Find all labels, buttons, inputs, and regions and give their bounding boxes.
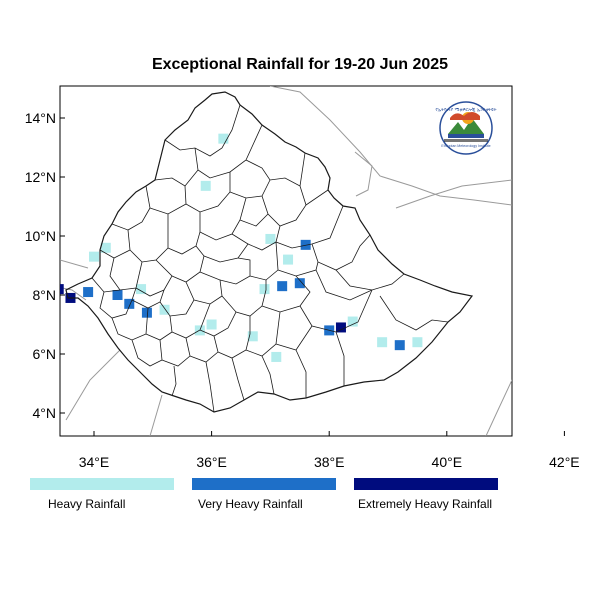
- ethiopia-border: [65, 91, 474, 413]
- lat-tick-label: 10°N: [25, 228, 56, 244]
- lat-tick-label: 14°N: [25, 110, 56, 126]
- legend-swatch-heavy: [30, 478, 174, 490]
- lat-tick-label: 8°N: [33, 287, 57, 303]
- lon-tick-label: 40°E: [432, 454, 463, 470]
- rainfall-cell-very: [277, 281, 288, 292]
- neighbor-borders: [60, 86, 512, 436]
- map-title: Exceptional Rainfall for 19-20 Jun 2025: [151, 56, 449, 73]
- rainfall-cell-very: [141, 307, 152, 318]
- legend-label-extremely-heavy: Extremely Heavy Rainfall: [358, 497, 493, 511]
- rainfall-cell-very: [300, 239, 311, 250]
- lon-tick-label: 34°E: [79, 454, 110, 470]
- lat-tick-label: 4°N: [33, 405, 57, 421]
- legend-label-very-heavy: Very Heavy Rainfall: [198, 497, 303, 511]
- rainfall-cell-heavy: [247, 331, 258, 342]
- rainfall-cell-heavy: [218, 133, 229, 144]
- rainfall-cell-heavy: [265, 233, 276, 244]
- legend-swatch-very-heavy: [192, 478, 336, 490]
- rainfall-cell-heavy: [412, 337, 423, 348]
- lon-tick-label: 38°E: [314, 454, 345, 470]
- rainfall-cell-heavy: [377, 337, 388, 348]
- rainfall-cell-extreme: [60, 284, 64, 295]
- rainfall-cell-heavy: [283, 254, 294, 265]
- logo-text-bottom: Ethiopian Meteorology Institute: [441, 144, 490, 148]
- rainfall-cell-very: [394, 340, 405, 351]
- rainfall-cell-heavy: [347, 316, 358, 327]
- rainfall-layer: [60, 133, 423, 362]
- rainfall-cell-heavy: [259, 284, 270, 295]
- rainfall-cell-heavy: [206, 319, 217, 330]
- legend-swatch-extremely-heavy: [354, 478, 498, 490]
- lat-tick-label: 6°N: [33, 346, 57, 362]
- cloud-icon: [450, 112, 480, 120]
- legend: Heavy Rainfall Very Heavy Rainfall Extre…: [0, 478, 600, 518]
- rainfall-cell-heavy: [200, 180, 211, 191]
- rainfall-cell-very: [124, 298, 135, 309]
- rainfall-cell-heavy: [136, 284, 147, 295]
- lon-tick-label: 42°E: [549, 454, 580, 470]
- rainfall-cell-extreme: [335, 322, 346, 333]
- logo-text-top: የኢትዮጵያ ሚቲዎሮሎጂ ኢንስቲትዩት: [435, 108, 496, 113]
- rainfall-cell-very: [112, 290, 123, 300]
- rainfall-cell-heavy: [271, 351, 282, 362]
- rainfall-cell-heavy: [89, 251, 99, 262]
- rainfall-cell-heavy: [159, 304, 170, 315]
- rainfall-cell-very: [83, 287, 94, 298]
- rainfall-cell-very: [294, 278, 305, 289]
- legend-label-heavy: Heavy Rainfall: [48, 497, 126, 511]
- admin-boundaries: [91, 104, 449, 413]
- map-axes: 14°N 12°N 10°N 8°N 6°N 4°N 34°E 36°E 38°E 40°E 42°…: [25, 110, 580, 470]
- agency-logo: የኢትዮጵያ ሚቲዎሮሎጂ ኢንስቲትዩት Ethiopian Meteorol…: [435, 101, 497, 155]
- meteorology-agency-emblem-icon: [448, 118, 484, 134]
- lat-tick-label: 12°N: [25, 169, 56, 185]
- rainfall-cell-heavy: [100, 242, 111, 253]
- lon-tick-label: 36°E: [196, 454, 227, 470]
